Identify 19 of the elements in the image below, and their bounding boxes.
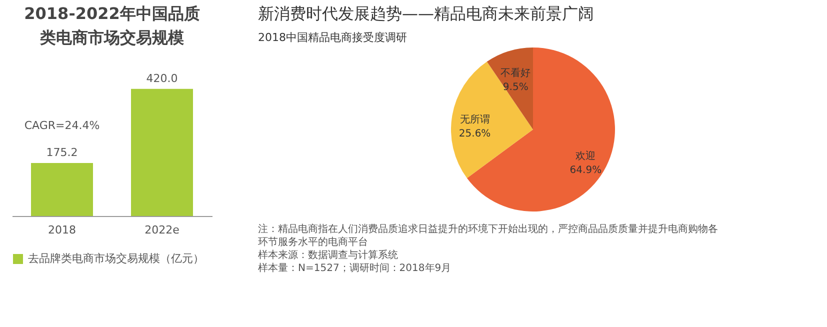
x-tick-label: 2022e bbox=[144, 224, 180, 236]
slice-label: 无所谓 bbox=[460, 114, 490, 126]
text: 2018中国精品电商接受度调研 bbox=[258, 31, 407, 44]
text: 注：精品电商指在人们消费品质追求日益提升的环境下开始出现的，严控商品品质质量并提升电商购物各环节服务水平的电商平台 bbox=[258, 223, 718, 248]
pie-slice bbox=[451, 62, 533, 178]
data-label: 9.5% bbox=[502, 82, 528, 94]
data-label: 64.9% bbox=[570, 165, 602, 176]
text: 样本来源：数据调查与计算系统 bbox=[258, 249, 398, 261]
data-label: 175.2 bbox=[46, 146, 78, 159]
data-label: 420.0 bbox=[146, 72, 178, 85]
slice-label: 欢迎 bbox=[576, 150, 596, 162]
chart-title: 2018-2022年中国品质类电商市场交易规模 bbox=[24, 4, 200, 47]
annotation: CAGR=24.4% bbox=[24, 118, 100, 132]
x-tick-label: 2018 bbox=[48, 224, 76, 236]
legend-label: 去品牌类电商市场交易规模（亿元） bbox=[28, 252, 204, 265]
text: 样本量：N=1527；调研时间：2018年9月 bbox=[258, 262, 452, 274]
chart-title: 新消费时代发展趋势——精品电商未来前景广阔 bbox=[258, 4, 594, 23]
slice-label: 不看好 bbox=[500, 67, 531, 80]
data-label: 25.6% bbox=[458, 128, 491, 140]
